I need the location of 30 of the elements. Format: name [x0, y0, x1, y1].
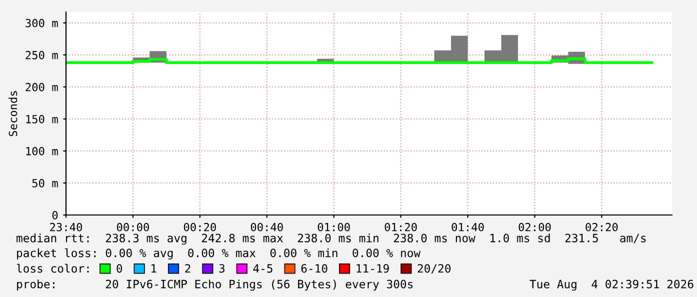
text: loss color:: [16, 264, 89, 273]
y-tick-label: 200 m: [26, 82, 58, 92]
x-tick-label: 23:40: [50, 222, 82, 232]
legend-label: 0: [116, 264, 122, 273]
x-tick-label: 02:20: [586, 222, 618, 232]
text: median rtt: 238.3 ms avg 242.8 ms max 238.0 ms min 238.0 ms now 1.0 ms sd 231.5 am/s: [16, 234, 646, 245]
legend-label: 2: [185, 264, 190, 273]
legend-label: 6-10: [301, 264, 328, 273]
legend-label: 1: [152, 264, 156, 273]
y-tick-label: 0: [52, 211, 58, 220]
legend-label: 20/20: [418, 264, 451, 274]
y-tick-label: 300 m: [26, 18, 58, 28]
y-tick-label: 150 m: [26, 114, 58, 124]
x-tick-label: 00:20: [184, 222, 216, 232]
legend-label: 4-5: [253, 264, 272, 273]
text: Tue Aug 4 02:39:51 2026: [530, 280, 694, 291]
text: packet loss: 0.00 % avg 0.00 % max 0.00 % min 0.00 % now: [17, 248, 421, 260]
legend-label: 11-19: [356, 264, 389, 273]
y-axis-title: Seconds: [8, 91, 18, 136]
x-tick-label: 02:00: [518, 222, 551, 232]
x-tick-label: 01:20: [384, 222, 417, 232]
y-tick-label: 250 m: [26, 50, 58, 60]
x-tick-label: 01:00: [318, 222, 350, 232]
y-tick-label: 50 m: [32, 178, 58, 188]
text: probe: 20 IPv6-ICMP Echo Pings (56 Bytes) every 300s: [17, 280, 413, 291]
y-tick-label: 100 m: [26, 146, 58, 156]
x-tick-label: 00:00: [116, 222, 149, 232]
x-tick-label: 01:40: [452, 222, 484, 232]
legend-label: 3: [219, 264, 225, 273]
x-tick-label: 00:40: [250, 222, 283, 232]
